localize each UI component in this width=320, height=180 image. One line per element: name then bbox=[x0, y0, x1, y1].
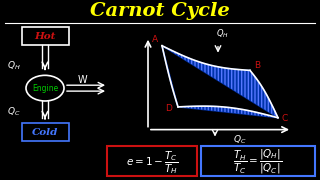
Text: Carnot Cycle: Carnot Cycle bbox=[90, 2, 230, 20]
Text: W: W bbox=[77, 75, 87, 85]
Text: $\dfrac{T_H}{T_C} = \dfrac{|Q_H|}{|Q_C|}$: $\dfrac{T_H}{T_C} = \dfrac{|Q_H|}{|Q_C|}… bbox=[234, 148, 283, 176]
Text: Engine: Engine bbox=[32, 84, 58, 93]
Polygon shape bbox=[162, 46, 278, 118]
FancyBboxPatch shape bbox=[21, 123, 68, 141]
Text: $e = 1 - \dfrac{T_C}{T_H}$: $e = 1 - \dfrac{T_C}{T_H}$ bbox=[126, 149, 178, 176]
Text: $Q_C$: $Q_C$ bbox=[233, 133, 247, 146]
Text: $Q_C$: $Q_C$ bbox=[7, 106, 21, 118]
Text: C: C bbox=[282, 114, 288, 123]
Ellipse shape bbox=[26, 75, 64, 101]
Text: Hot: Hot bbox=[34, 32, 56, 41]
Text: $Q_H$: $Q_H$ bbox=[7, 59, 21, 72]
Text: A: A bbox=[152, 35, 158, 44]
FancyBboxPatch shape bbox=[107, 146, 197, 176]
Polygon shape bbox=[162, 46, 278, 118]
Text: $Q_H$: $Q_H$ bbox=[216, 28, 228, 40]
Text: Cold: Cold bbox=[32, 128, 58, 137]
Text: B: B bbox=[254, 61, 260, 70]
Text: D: D bbox=[165, 104, 172, 113]
FancyBboxPatch shape bbox=[201, 146, 315, 176]
FancyBboxPatch shape bbox=[21, 28, 68, 45]
